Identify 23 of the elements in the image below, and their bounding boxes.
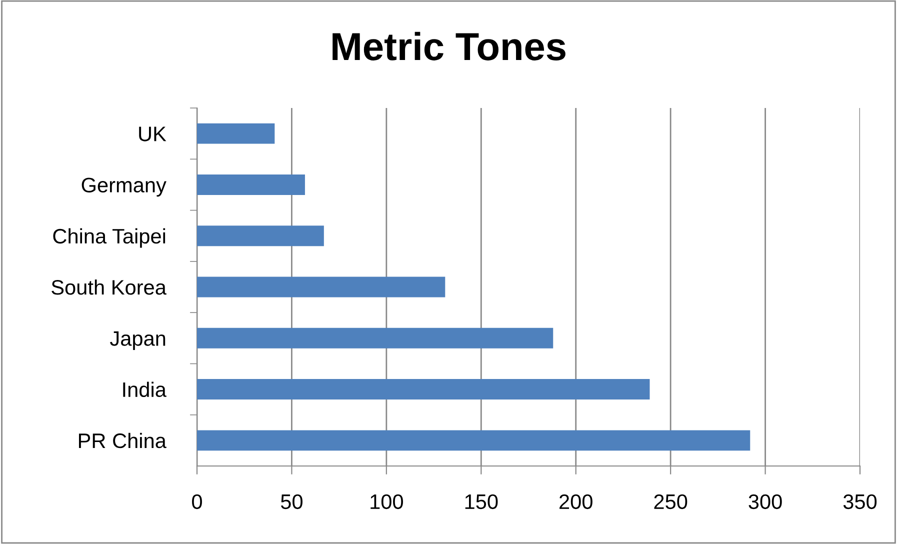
bar xyxy=(197,226,324,246)
x-tick-label: 50 xyxy=(280,494,302,510)
chart-title: Metric Tones xyxy=(332,32,566,60)
bar xyxy=(197,430,750,451)
y-tick-label: China Taipei xyxy=(53,228,166,248)
bar xyxy=(197,276,446,298)
x-tick-label: 0 xyxy=(192,494,202,510)
bar xyxy=(197,379,650,400)
x-tick-label: 200 xyxy=(560,494,592,510)
x-tick-label: 150 xyxy=(465,494,498,510)
y-tick-label: UK xyxy=(139,126,166,142)
y-tick-label: Japan xyxy=(110,331,166,350)
y-tick-label: PR China xyxy=(78,432,166,448)
x-tick-label: 100 xyxy=(370,494,403,510)
bar xyxy=(197,123,275,144)
x-tick-label: 250 xyxy=(654,494,688,510)
y-tick-label: India xyxy=(123,382,166,398)
y-tick-label: South Korea xyxy=(52,279,166,295)
x-tick-label: 300 xyxy=(748,494,782,510)
bar xyxy=(197,328,554,348)
x-tick-label: 350 xyxy=(843,494,877,510)
bar xyxy=(197,174,305,195)
y-tick-label: Germany xyxy=(82,178,166,197)
